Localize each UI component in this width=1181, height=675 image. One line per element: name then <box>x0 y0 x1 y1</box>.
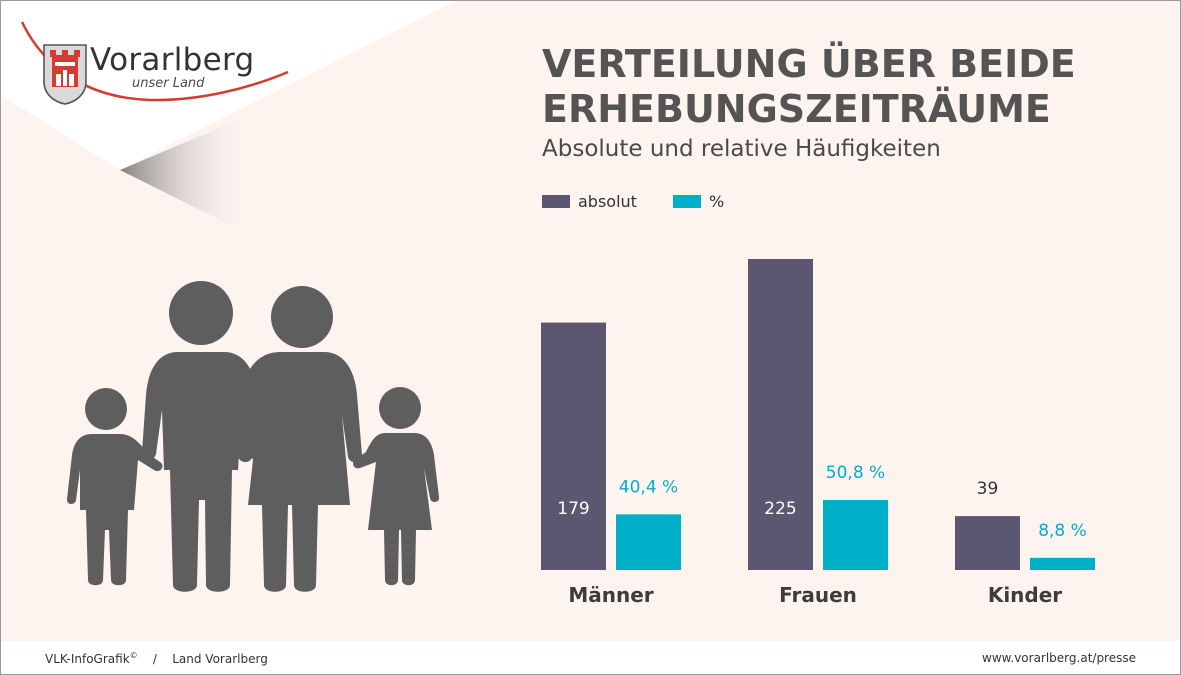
logo-tagline: unser Land <box>132 76 205 91</box>
bar-percent-3 <box>1030 557 1095 570</box>
bar-absolut-1 <box>541 322 606 570</box>
label-percent-1: 40,4 % <box>619 477 678 497</box>
footer-bar: VLK-InfoGrafik© / Land Vorarlberg www.vo… <box>1 641 1180 674</box>
family-icon <box>66 281 440 592</box>
chart-subtitle: Absolute und relative Häufigkeiten <box>542 136 941 162</box>
footer-org: Land Vorarlberg <box>172 652 268 666</box>
footer-url[interactable]: www.vorarlberg.at/presse <box>982 651 1136 665</box>
label-absolut-2: 225 <box>764 499 796 519</box>
legend-swatch-percent <box>672 194 701 208</box>
label-absolut-3: 39 <box>977 479 999 499</box>
legend-item-percent: % <box>672 191 725 211</box>
bar-percent-1 <box>616 514 681 570</box>
logo-wordmark: Vorarlberg <box>90 42 255 78</box>
shadow-wedge <box>120 115 250 235</box>
bar-absolut-2 <box>748 259 813 570</box>
legend-item-absolut: absolut <box>542 192 637 211</box>
category-label-2: Frauen <box>779 583 857 607</box>
footer-source: VLK-InfoGrafik <box>45 652 130 666</box>
coat-of-arms-icon <box>43 44 87 105</box>
bar-absolut-3 <box>955 516 1020 570</box>
label-percent-2: 50,8 % <box>826 463 885 483</box>
footer-separator: / <box>152 652 157 666</box>
bar-chart: 179 40,4 % Männer 225 50,8 % Frauen 39 8,8 % Kin… <box>541 259 1095 607</box>
footer-credit: VLK-InfoGrafik© / Land Vorarlberg <box>45 651 268 666</box>
label-absolut-1: 179 <box>557 499 589 519</box>
label-percent-3: 8,8 % <box>1038 521 1087 541</box>
legend-label-absolut: absolut <box>578 191 637 211</box>
chart-legend: absolut % <box>542 191 760 211</box>
legend-swatch-absolut <box>542 194 570 208</box>
category-label-3: Kinder <box>988 583 1062 607</box>
footer-copyright-mark: © <box>129 651 138 660</box>
legend-label-percent: % <box>708 191 725 211</box>
bar-percent-2 <box>823 500 888 570</box>
category-label-1: Männer <box>568 583 653 607</box>
chart-title: VERTEILUNG ÜBER BEIDE ERHEBUNGSZEITRÄUME <box>542 42 1076 131</box>
white-swoosh-panel <box>1 1 455 170</box>
